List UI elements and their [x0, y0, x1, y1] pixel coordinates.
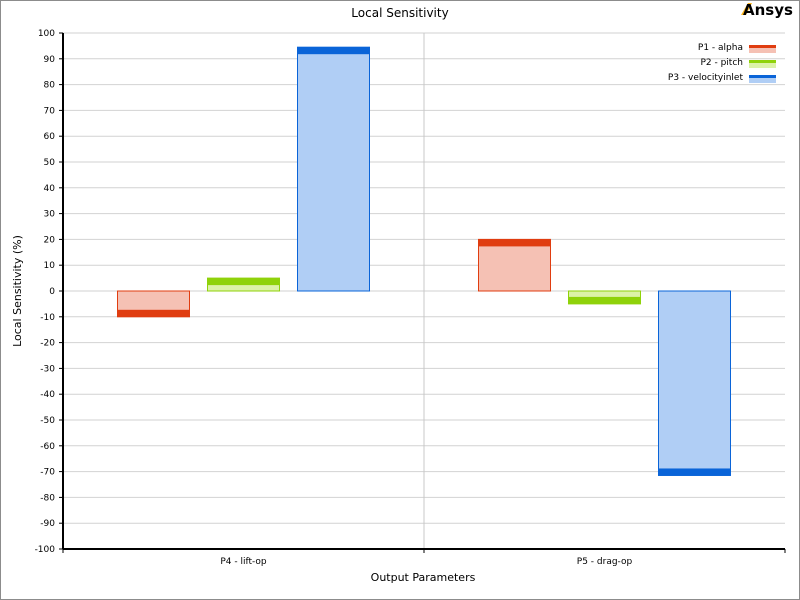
y-tick-label: 10 [44, 261, 56, 271]
legend-swatch-cap [749, 45, 776, 48]
x-axis-title: Output Parameters [371, 571, 476, 584]
ansys-logo: Ansys [741, 1, 793, 19]
legend-swatch-body [749, 76, 776, 83]
x-tick-label: P5 - drag-op [577, 557, 633, 567]
bars [117, 46, 731, 476]
ansys-logo-mark-icon [741, 3, 752, 15]
legend-swatch-body [749, 46, 776, 53]
y-tick-label: -100 [35, 545, 56, 555]
bar-alpha-lift-op [117, 290, 190, 318]
bar-cap [297, 47, 370, 55]
bar-cap [117, 309, 190, 317]
y-tick-label: 80 [44, 81, 56, 91]
legend-item-alpha: P1 - alpha [698, 43, 776, 53]
ansys-logo-text: Ansys [743, 1, 793, 19]
y-tick-label: 60 [44, 132, 56, 142]
bar-cap [568, 296, 641, 304]
legend-label: P1 - alpha [698, 43, 743, 53]
bar-pitch-drag-op [568, 290, 641, 305]
chart-title: Local Sensitivity [351, 6, 448, 20]
legend-label: P2 - pitch [700, 58, 743, 68]
bar-cap [478, 239, 551, 247]
y-tick-label: 100 [38, 29, 55, 39]
y-tick-label: 90 [44, 55, 56, 65]
legend-swatch-cap [749, 75, 776, 78]
y-tick-label: -80 [40, 493, 55, 503]
y-tick-label: -70 [40, 468, 55, 478]
y-tick-label: -60 [40, 442, 55, 452]
x-tick-label: P4 - lift-op [220, 557, 267, 567]
legend-label: P3 - velocityinlet [668, 73, 744, 83]
y-tick-label: -90 [40, 519, 55, 529]
legend: P1 - alpha P2 - pitch P3 - velocityinlet [668, 43, 776, 83]
y-tick-labels: 1009080706050403020100-10-20-30-40-50-60… [35, 29, 56, 555]
legend-swatch-body [749, 61, 776, 68]
legend-item-pitch: P2 - pitch [700, 58, 776, 68]
bar-pitch-lift-op [207, 277, 280, 292]
bar-velocityinlet-lift-op [297, 46, 370, 292]
bar-body [478, 238, 551, 292]
y-tick-label: -50 [40, 416, 55, 426]
y-tick-label: -30 [40, 364, 55, 374]
y-tick-label: -40 [40, 390, 55, 400]
bar-body [297, 46, 370, 292]
y-tick-label: 70 [44, 106, 56, 116]
y-tick-label: -10 [40, 313, 55, 323]
legend-swatch-cap [749, 60, 776, 63]
y-tick-label: -20 [40, 339, 55, 349]
y-tick-label: 40 [44, 184, 56, 194]
y-tick-label: 20 [44, 235, 56, 245]
x-tick-labels: P4 - lift-op P5 - drag-op [220, 557, 632, 567]
bar-alpha-drag-op [478, 238, 551, 292]
legend-item-velocityinlet: P3 - velocityinlet [668, 73, 776, 83]
y-tick-label: 50 [44, 158, 56, 168]
y-tick-label: 30 [44, 210, 56, 220]
y-tick-label: 0 [49, 287, 55, 297]
axes [59, 32, 786, 553]
bar-body [658, 290, 731, 476]
bar-cap [658, 468, 731, 476]
bar-cap [207, 278, 280, 286]
y-axis-title: Local Sensitivity (%) [11, 235, 24, 347]
bar-velocityinlet-drag-op [658, 290, 731, 476]
